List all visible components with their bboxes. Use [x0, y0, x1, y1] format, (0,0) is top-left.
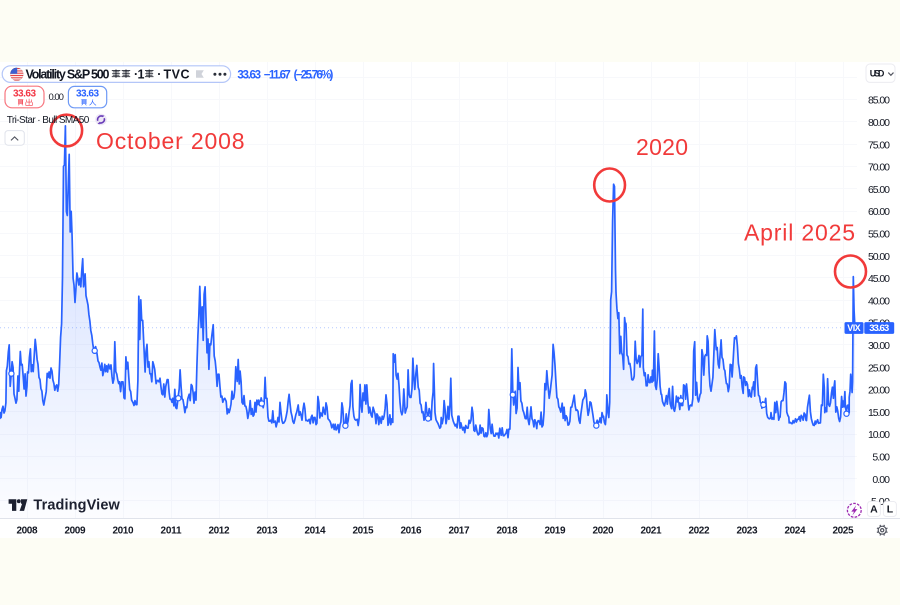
svg-text:−11.67: −11.67	[264, 69, 291, 81]
svg-text:33.63: 33.63	[237, 69, 261, 81]
svg-text:0.00: 0.00	[48, 92, 63, 103]
svg-text:20.00: 20.00	[868, 385, 890, 397]
svg-text:2012: 2012	[209, 526, 230, 537]
svg-text:2008: 2008	[17, 526, 38, 537]
svg-text:75.00: 75.00	[868, 139, 890, 151]
svg-text:50.00: 50.00	[868, 251, 890, 263]
svg-text:33.63: 33.63	[869, 323, 889, 334]
svg-text:TVC: TVC	[164, 67, 190, 81]
svg-text:2020: 2020	[636, 134, 688, 160]
svg-text:2010: 2010	[113, 526, 134, 537]
svg-text:Volatility S&P 500: Volatility S&P 500	[26, 67, 110, 81]
svg-text:2017: 2017	[449, 526, 470, 537]
svg-text:2024: 2024	[785, 526, 806, 537]
svg-text:2020: 2020	[593, 526, 614, 537]
svg-text:April 2025: April 2025	[744, 219, 855, 245]
svg-text:15.00: 15.00	[868, 407, 890, 419]
svg-text:60.00: 60.00	[868, 206, 890, 218]
svg-text:2016: 2016	[401, 526, 422, 537]
svg-text:2019: 2019	[545, 526, 566, 537]
svg-text:TradingView: TradingView	[33, 497, 120, 513]
svg-text:VIX: VIX	[847, 323, 861, 333]
svg-text:0.00: 0.00	[872, 474, 890, 486]
svg-text:2015: 2015	[353, 526, 374, 537]
svg-text:USD: USD	[870, 69, 885, 79]
svg-text:2023: 2023	[737, 526, 758, 537]
svg-text:25.00: 25.00	[868, 362, 890, 374]
svg-text:·: ·	[157, 67, 161, 81]
svg-text:2018: 2018	[497, 526, 518, 537]
svg-text:70.00: 70.00	[868, 162, 890, 174]
svg-text:2011: 2011	[161, 526, 182, 537]
svg-text:33.63: 33.63	[13, 89, 36, 100]
svg-text:· 1: · 1	[134, 67, 145, 81]
svg-text:(−25.76%): (−25.76%)	[294, 69, 334, 81]
svg-text:55.00: 55.00	[868, 229, 890, 241]
svg-text:Tri-Star · Bull SMA50: Tri-Star · Bull SMA50	[7, 115, 90, 126]
svg-text:40.00: 40.00	[868, 295, 890, 307]
svg-text:65.00: 65.00	[868, 184, 890, 196]
svg-text:October 2008: October 2008	[96, 128, 245, 154]
svg-text:10.00: 10.00	[868, 429, 890, 441]
svg-text:2009: 2009	[65, 526, 86, 537]
svg-text:5.00: 5.00	[872, 452, 890, 464]
svg-text:80.00: 80.00	[868, 117, 890, 129]
svg-text:A: A	[870, 504, 878, 516]
svg-text:2013: 2013	[257, 526, 278, 537]
svg-text:2014: 2014	[305, 526, 326, 537]
svg-text:85.00: 85.00	[868, 95, 890, 107]
svg-text:2022: 2022	[689, 526, 710, 537]
svg-text:2021: 2021	[641, 526, 662, 537]
svg-text:45.00: 45.00	[868, 273, 890, 285]
svg-text:33.63: 33.63	[76, 89, 99, 100]
svg-text:30.00: 30.00	[868, 340, 890, 352]
svg-text:2025: 2025	[833, 526, 854, 537]
svg-text:L: L	[887, 504, 894, 516]
